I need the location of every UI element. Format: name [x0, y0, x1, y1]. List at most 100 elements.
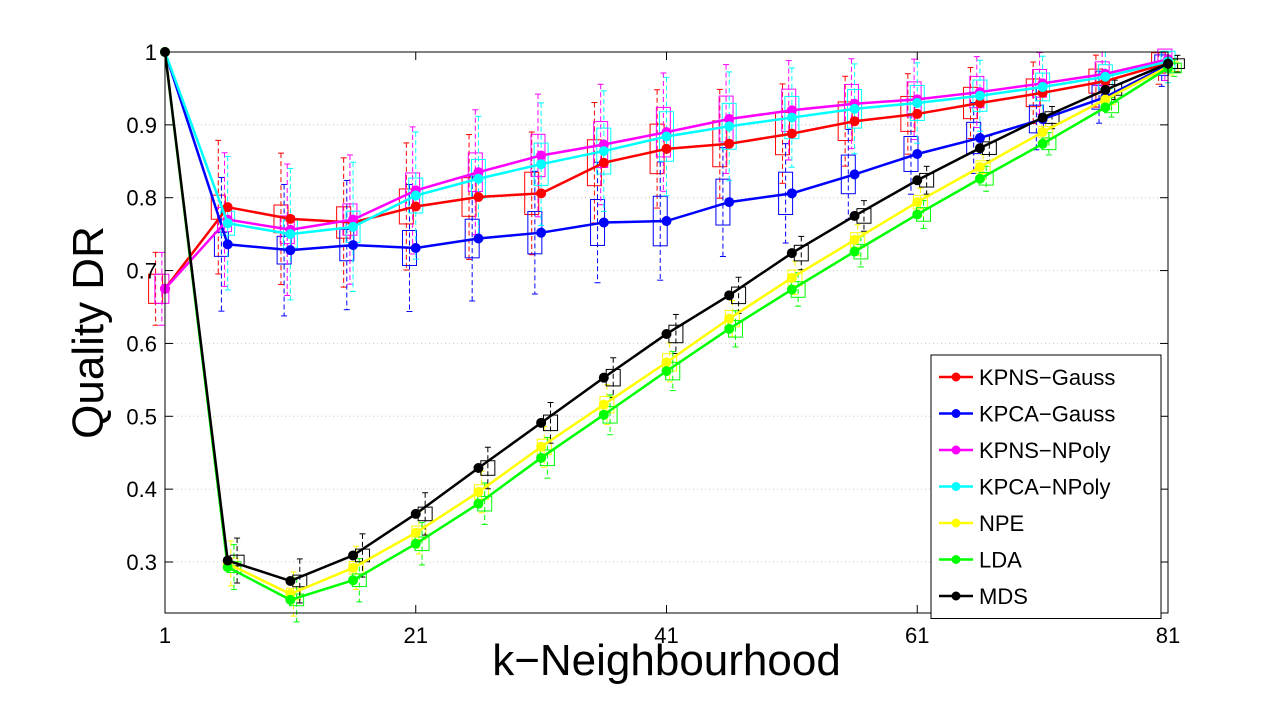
y-tick-label: 1 [145, 40, 157, 65]
data-point [285, 594, 296, 605]
data-point [786, 112, 797, 123]
legend-label: MDS [979, 584, 1028, 609]
data-point [348, 221, 359, 232]
data-point [222, 218, 233, 229]
data-point [849, 103, 860, 114]
y-tick-label: 0.9 [126, 113, 157, 138]
data-point [536, 227, 547, 238]
data-point [661, 131, 672, 142]
data-point [724, 121, 735, 132]
data-point [410, 527, 421, 538]
data-point [849, 246, 860, 257]
legend-marker [951, 518, 961, 528]
x-tick-label: 21 [404, 623, 428, 648]
data-point [410, 538, 421, 549]
y-tick-label: 0.8 [126, 186, 157, 211]
data-point [912, 149, 923, 159]
legend-label: NPE [979, 511, 1024, 536]
data-point [724, 197, 735, 208]
data-point [786, 128, 797, 139]
legend-entry: KPCA−Gauss [939, 402, 1115, 427]
data-point [974, 90, 985, 101]
legend-marker [951, 591, 961, 601]
data-point [1100, 102, 1111, 113]
data-point [661, 143, 672, 154]
legend-entry: MDS [939, 584, 1028, 609]
data-point [410, 508, 421, 519]
legend: KPNS−Gauss KPCA−Gauss KPNS−NPoly KPCA−NPoly… [930, 354, 1162, 619]
x-tick-label: 61 [905, 623, 929, 648]
data-point [786, 188, 797, 199]
legend-marker [951, 409, 961, 418]
data-point [473, 498, 484, 509]
data-point [661, 366, 672, 377]
data-point [598, 146, 609, 157]
series-kpca-gauss [160, 47, 1173, 256]
x-tick-label: 81 [1156, 623, 1180, 648]
legend-label: KPNS−Gauss [979, 365, 1115, 390]
data-point [536, 150, 547, 161]
boxplot-box [596, 127, 612, 175]
data-point [724, 323, 735, 334]
data-point [1100, 71, 1111, 82]
data-point [473, 173, 484, 184]
data-point [661, 216, 672, 227]
data-point [1037, 127, 1048, 138]
data-point [222, 555, 233, 566]
data-point [536, 441, 547, 452]
boxplot [533, 102, 549, 227]
data-point [786, 248, 797, 259]
legend-label: KPCA−Gauss [979, 402, 1115, 427]
data-point [348, 240, 359, 251]
data-point [974, 143, 985, 154]
boxplot [408, 131, 424, 260]
data-point [974, 162, 985, 173]
data-point [849, 210, 860, 221]
legend-entry: NPE [939, 511, 1024, 536]
data-point [598, 399, 609, 410]
data-point [786, 272, 797, 283]
data-point [473, 191, 484, 202]
x-axis-title: k−Neighbourhood [492, 636, 841, 685]
data-point [849, 169, 860, 180]
data-point [912, 175, 923, 186]
data-point [410, 190, 421, 201]
data-point [285, 213, 296, 224]
data-point [598, 217, 609, 228]
data-point [410, 201, 421, 212]
data-point [786, 284, 797, 295]
y-tick-label: 0.6 [126, 331, 157, 356]
data-point [285, 575, 296, 586]
data-point [285, 229, 296, 240]
y-tick-label: 0.4 [126, 477, 157, 502]
data-point [661, 328, 672, 339]
legend-entry: KPNS−NPoly [939, 438, 1110, 463]
y-tick-label: 0.7 [126, 259, 157, 284]
data-point [536, 452, 547, 463]
data-point [473, 487, 484, 498]
data-point [661, 357, 672, 368]
data-point [849, 234, 860, 245]
data-point [473, 463, 484, 474]
legend-label: KPCA−NPoly [979, 475, 1110, 500]
data-point [598, 372, 609, 383]
series-layer [160, 47, 1173, 605]
data-point [222, 239, 233, 250]
data-point [1037, 81, 1048, 92]
data-point [912, 209, 923, 220]
y-axis-title: Quality DR [64, 226, 113, 439]
data-point [348, 575, 359, 586]
data-point [285, 245, 296, 256]
legend-marker [951, 555, 961, 564]
data-point [912, 98, 923, 108]
legend-entry: KPNS−Gauss [939, 365, 1115, 390]
data-point [536, 417, 547, 428]
legend-label: LDA [979, 548, 1022, 573]
boxplot-box [533, 142, 549, 186]
data-point [724, 313, 735, 324]
x-tick-label: 1 [159, 623, 171, 648]
data-point [598, 409, 609, 420]
data-point [974, 132, 985, 143]
data-point [1100, 84, 1111, 95]
